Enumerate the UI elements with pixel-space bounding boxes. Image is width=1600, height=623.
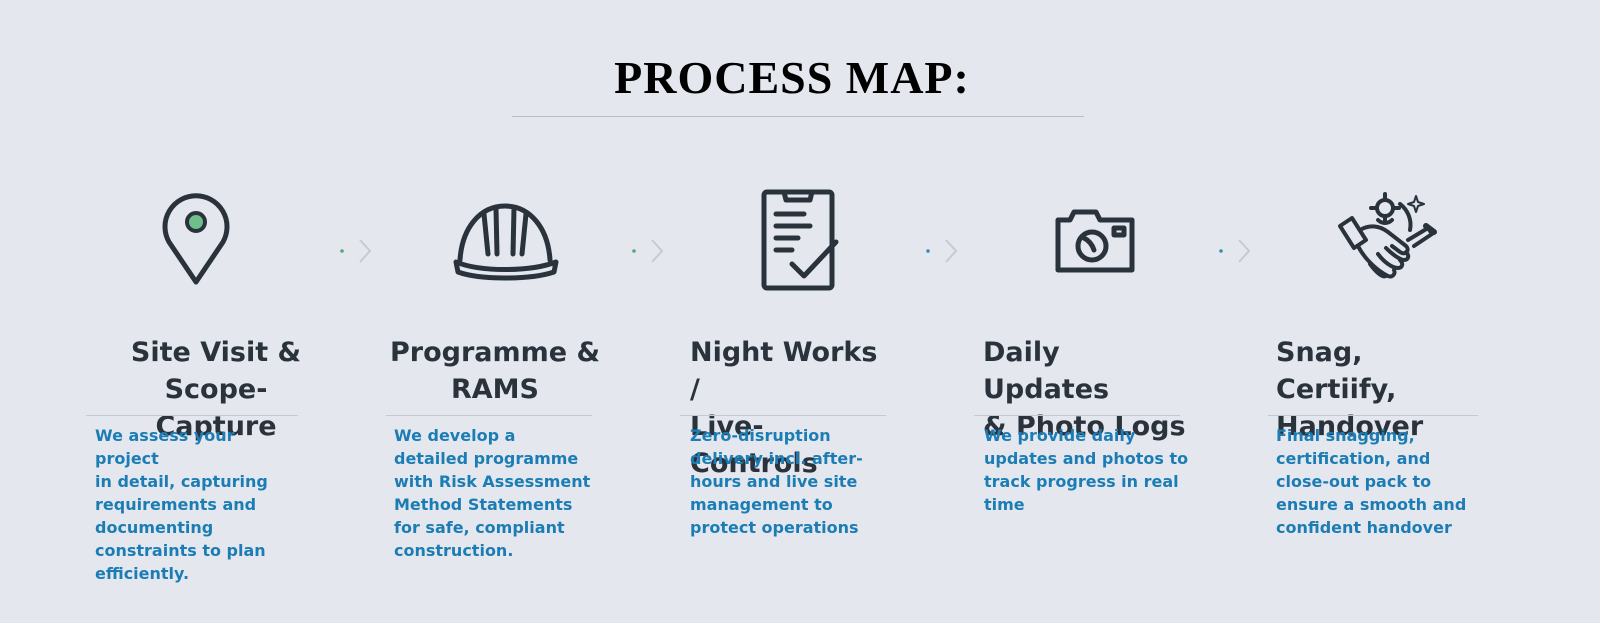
step-connector [1217,236,1257,266]
step-connector [630,236,670,266]
step-title: Programme & RAMS [389,337,601,405]
handshake-icon [1330,184,1440,294]
chevron-right-icon [945,239,958,263]
camera-icon [1040,184,1150,294]
step-divider [386,415,592,416]
chevron-right-icon [651,239,664,263]
step-description: We develop a detailed programme with Ris… [394,426,591,560]
step-description: Zero-disruption delivery incl. after- ho… [690,426,863,537]
step-divider [974,415,1180,416]
map-pin-icon [141,184,251,294]
step-description: Final snagging, certification, and close… [1276,426,1467,537]
step-connector [924,236,964,266]
chevron-right-icon [359,239,372,263]
step-connector [338,236,378,266]
page-title: PROCESS MAP: [614,52,970,103]
step-title: Night Works / Live-Controls [690,337,878,479]
step-title: Daily Updates & Photo Logs [983,337,1186,442]
step-divider [680,415,886,416]
step-divider [1268,415,1478,416]
step-title: Site Visit & Scope- Capture [130,337,302,442]
title-divider [512,116,1084,117]
step-description: We provide daily updates and photos to t… [984,426,1189,514]
step-divider [86,415,298,416]
step-description: We assess your project in detail, captur… [95,426,268,583]
hard-hat-icon [450,184,560,294]
chevron-right-icon [1238,239,1251,263]
clipboard-check-icon [742,184,852,294]
step-title: Snag, Certiify, Handover [1276,337,1424,442]
